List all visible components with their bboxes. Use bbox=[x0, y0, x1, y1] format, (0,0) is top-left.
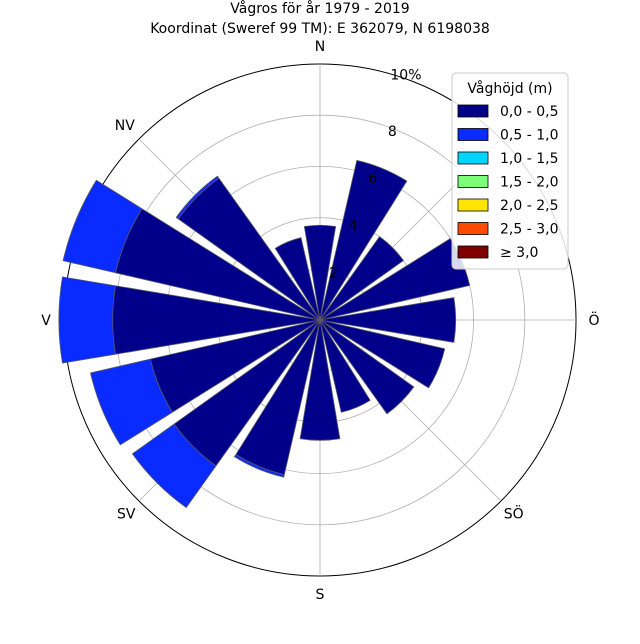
radial-tick-label: 2 bbox=[329, 266, 338, 282]
legend-swatch bbox=[457, 151, 489, 165]
legend-swatch bbox=[457, 198, 489, 212]
legend: Våghöjd (m) 0,0 - 0,5 0,5 - 1,0 1,0 - 1,5 1,… bbox=[451, 72, 569, 270]
direction-label: Ö bbox=[588, 311, 599, 329]
radial-tick-label: 4 bbox=[349, 218, 358, 234]
bar-segment bbox=[131, 423, 217, 509]
bar-segment bbox=[303, 224, 337, 321]
bar-segment bbox=[319, 319, 371, 413]
legend-entry: ≥ 3,0 bbox=[500, 245, 538, 261]
chart-subtitle: Koordinat (Sweref 99 TM): E 362079, N 61… bbox=[150, 21, 490, 37]
radial-tick-label: 6 bbox=[368, 171, 377, 187]
bar-segment bbox=[319, 319, 446, 389]
axis-labels: 2 4 6 8 10% N Ö SÖ S SV V NV bbox=[41, 39, 599, 603]
legend-swatch bbox=[457, 245, 489, 259]
legend-entry: 0,5 - 1,0 bbox=[500, 128, 558, 144]
bar-segment bbox=[319, 159, 408, 321]
direction-label: SV bbox=[117, 507, 136, 523]
legend-swatch bbox=[457, 128, 489, 141]
legend-entry: 1,5 - 2,0 bbox=[500, 175, 558, 191]
bar-segment bbox=[299, 319, 341, 441]
legend-swatch bbox=[457, 175, 489, 188]
legend-entry: 2,5 - 3,0 bbox=[500, 222, 558, 238]
bar-segment bbox=[233, 454, 285, 478]
bar-segment bbox=[58, 276, 116, 364]
bars-layer bbox=[58, 159, 471, 509]
bar-segment bbox=[175, 175, 220, 220]
legend-frame bbox=[451, 72, 569, 270]
bar-segment bbox=[319, 297, 457, 343]
legend-title: Våghöjd (m) bbox=[467, 80, 552, 97]
direction-label: N bbox=[315, 39, 325, 55]
direction-label: SÖ bbox=[504, 505, 524, 523]
radial-max-label: 10% bbox=[390, 67, 421, 83]
legend-entry: 1,0 - 1,5 bbox=[500, 151, 558, 167]
bar-segment bbox=[319, 319, 415, 415]
bar-segment bbox=[274, 237, 321, 321]
chart-title: Vågros för år 1979 - 2019 bbox=[230, 0, 409, 17]
legend-swatch bbox=[457, 104, 489, 118]
bar-segment bbox=[90, 358, 173, 446]
bar-segment bbox=[319, 236, 404, 321]
bar-segment bbox=[62, 179, 143, 274]
legend-entry: 2,0 - 2,5 bbox=[500, 198, 558, 214]
radial-tick-label: 8 bbox=[388, 124, 397, 140]
direction-label: V bbox=[41, 313, 51, 329]
direction-label: NV bbox=[115, 118, 135, 134]
direction-label: S bbox=[316, 587, 325, 603]
legend-swatch bbox=[457, 222, 489, 235]
legend-entry: 0,0 - 0,5 bbox=[500, 104, 558, 120]
